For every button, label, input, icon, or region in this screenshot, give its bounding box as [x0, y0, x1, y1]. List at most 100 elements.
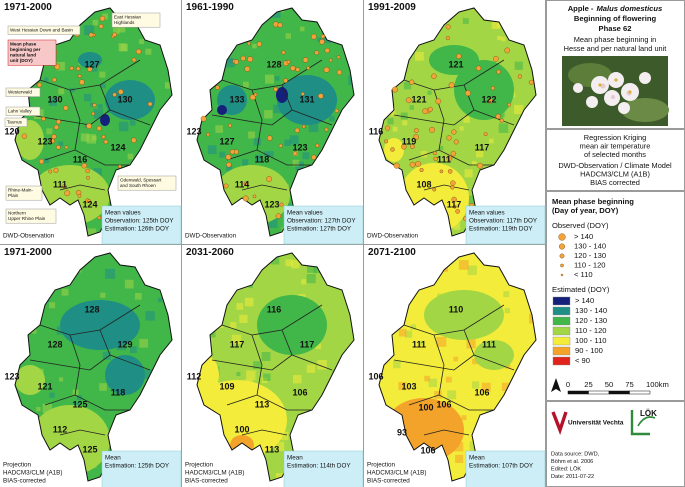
- region-value: 117: [447, 199, 462, 209]
- station: [447, 169, 453, 174]
- station: [99, 15, 106, 22]
- map-cell: [284, 139, 291, 147]
- info-text: Observation: 125th DOY: [105, 218, 174, 225]
- map-cell: [42, 403, 52, 414]
- legend-label: 130 - 140: [574, 242, 606, 251]
- station: [429, 126, 436, 133]
- map-cell: [58, 141, 64, 147]
- region-value: 122: [481, 94, 496, 104]
- station: [253, 92, 258, 97]
- station: [97, 215, 102, 220]
- station: [49, 138, 55, 144]
- region-value: 116: [267, 304, 282, 314]
- map-cell: [239, 314, 248, 324]
- map-cell: [157, 297, 163, 303]
- map-cell: [48, 97, 57, 106]
- legend-label: < 110: [574, 270, 593, 279]
- info-text: Mean values: [469, 210, 505, 217]
- region-border: [44, 394, 130, 411]
- map-cell: [293, 374, 302, 384]
- map-cell: [80, 133, 89, 142]
- method-text: of selected months: [584, 150, 646, 159]
- map-zone: [424, 290, 504, 340]
- map-zone: [454, 60, 514, 120]
- legend-label: 110 - 120: [575, 326, 607, 335]
- region-border: [403, 59, 505, 91]
- station: [448, 82, 455, 89]
- station: [41, 116, 46, 121]
- map-cell: [393, 360, 401, 369]
- map-cell: [100, 83, 106, 89]
- lab-name: LÖK: [640, 409, 657, 418]
- region-value: 121: [411, 94, 426, 104]
- station: [37, 82, 42, 88]
- map-cell: [503, 291, 510, 298]
- legend-subtitle: Estimated (DOY): [552, 285, 610, 294]
- station: [294, 127, 300, 133]
- station: [286, 59, 291, 64]
- map-cell: [43, 157, 50, 164]
- region-value: 106: [420, 445, 435, 455]
- station: [413, 134, 419, 141]
- station: [433, 156, 438, 162]
- region-value: 100: [418, 402, 433, 412]
- info-text: Estimation: 126th DOY: [105, 226, 170, 233]
- period-label: 1961-1990: [186, 2, 234, 13]
- map-cell: [118, 121, 129, 132]
- legend-swatch: [552, 306, 571, 316]
- station: [69, 66, 74, 71]
- station: [490, 86, 495, 91]
- map-cell: [427, 90, 432, 95]
- map-cell: [398, 328, 407, 337]
- map-zone: [100, 114, 110, 126]
- region-border: [44, 149, 130, 166]
- region-border: [403, 304, 505, 336]
- station: [118, 164, 122, 169]
- station: [56, 144, 61, 150]
- region-border: [463, 329, 475, 356]
- info-text: Estimation: 119th DOY: [469, 226, 533, 233]
- region-border: [69, 334, 81, 396]
- station: [48, 169, 53, 174]
- panel-caption: Projection: [185, 462, 213, 469]
- method-text: BIAS corrected: [590, 178, 640, 187]
- region-border: [393, 354, 515, 371]
- map-zone: [78, 52, 102, 68]
- map-cell: [274, 76, 280, 81]
- map-cell: [255, 154, 262, 162]
- station: [405, 97, 412, 104]
- period-label: 1971-2000: [4, 2, 52, 13]
- map-cell: [481, 382, 491, 392]
- map-cell: [418, 340, 424, 346]
- annotation-box: [111, 12, 161, 28]
- region-border: [29, 354, 151, 371]
- station: [419, 167, 424, 173]
- region-value: 133: [229, 94, 244, 104]
- station: [504, 47, 511, 54]
- legend-label: 120 - 130: [575, 316, 607, 325]
- info-box: [465, 205, 546, 245]
- info-text: Estimation: 127th DOY: [287, 226, 352, 233]
- station: [328, 58, 333, 63]
- region-value: 130: [117, 94, 132, 104]
- annotation-text: natural land: [10, 53, 36, 58]
- map-cell: [410, 324, 417, 330]
- panel-caption: DWD-Observation: [185, 233, 237, 240]
- annotation-text: unit (DOY): [10, 58, 33, 63]
- station: [452, 204, 457, 209]
- map-cell: [207, 145, 217, 155]
- region-value: 108: [416, 179, 431, 189]
- panel-caption: HADCM3/CLM (A1B): [367, 470, 426, 477]
- latin-name: Malus domesticus: [596, 4, 662, 13]
- region-value: 128: [266, 59, 281, 69]
- station: [435, 98, 442, 105]
- map-cell: [328, 115, 335, 122]
- station: [225, 154, 232, 160]
- annotation-box: [4, 117, 28, 127]
- legend-swatch: [552, 356, 571, 366]
- map-cell: [455, 454, 464, 463]
- panel-caption: HADCM3/CLM (A1B): [185, 470, 244, 477]
- info-text: Observation: 117th DOY: [469, 218, 538, 225]
- method-text: HADCM3/CLM (A1B): [580, 169, 650, 178]
- station: [51, 134, 57, 140]
